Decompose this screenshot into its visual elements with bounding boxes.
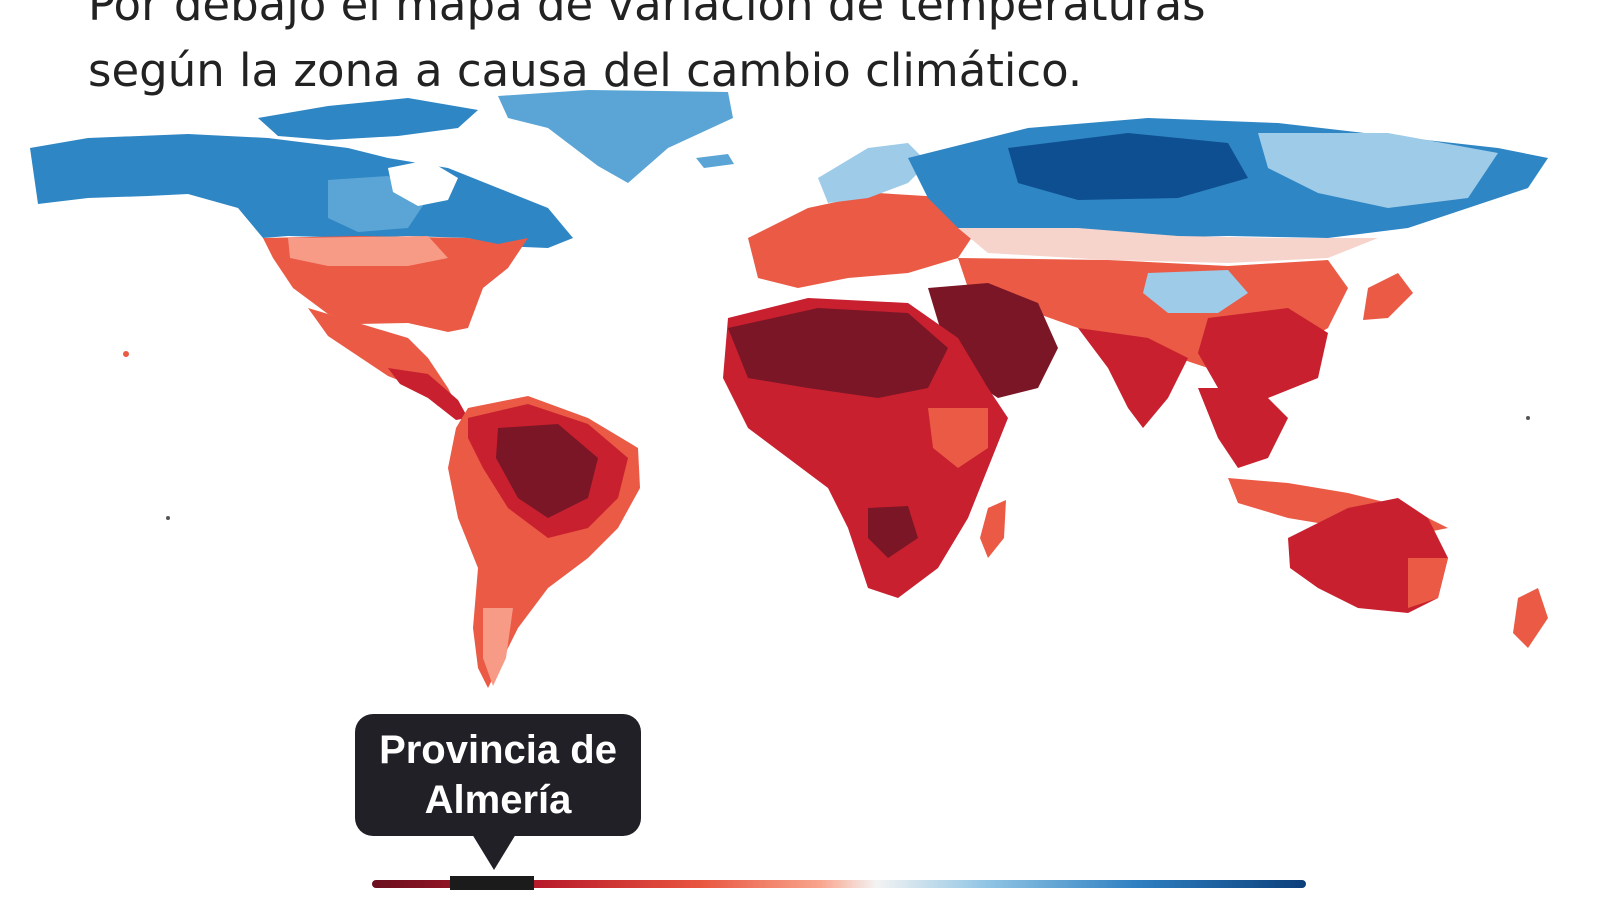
tooltip-line-2: Almería [424,778,572,822]
australia-east-region [1408,558,1448,608]
central-america-region [388,368,468,420]
world-temperature-map[interactable] [28,88,1568,698]
patagonia-region [483,608,513,686]
caption-line-1: Por debajo el mapa de variación de tempe… [88,0,1206,31]
region-tooltip: Provincia de Almería [355,714,641,836]
tooltip-arrow [472,834,516,870]
mongolia-region [1143,270,1248,313]
tooltip-line-1: Provincia de [379,728,617,772]
arctic-islands-region [258,98,478,140]
usa-north-light-region [288,236,448,266]
scandinavia-region [818,143,928,203]
china-region [1198,308,1328,398]
russia-south-pale-region [958,228,1378,263]
middle-east-region [928,283,1058,398]
siberia-dark-region [1008,133,1248,200]
southeast-asia-region [1198,388,1288,468]
island-dot [123,351,129,357]
amazon-core-region [496,424,598,518]
caption-line-2: según la zona a causa del cambio climáti… [88,44,1083,97]
east-africa-region [928,408,988,468]
hudson-bay [388,160,458,206]
island-dot [166,516,170,520]
europe-region [748,193,978,288]
caption: Por debajo el mapa de variación de tempe… [88,0,1528,104]
scale-position-marker[interactable] [450,876,534,890]
east-siberia-light-region [1258,133,1498,208]
iceland-region [696,154,734,168]
southern-africa-dark-region [868,506,918,558]
temperature-scale-bar[interactable] [372,880,1306,888]
island-dot [1526,416,1530,420]
new-zealand-region [1513,588,1548,648]
canada-region [30,134,573,248]
japan-region [1363,273,1413,320]
madagascar-region [980,500,1006,558]
india-region [1078,328,1188,428]
sahara-region [728,308,948,398]
greenland-region [498,90,733,183]
